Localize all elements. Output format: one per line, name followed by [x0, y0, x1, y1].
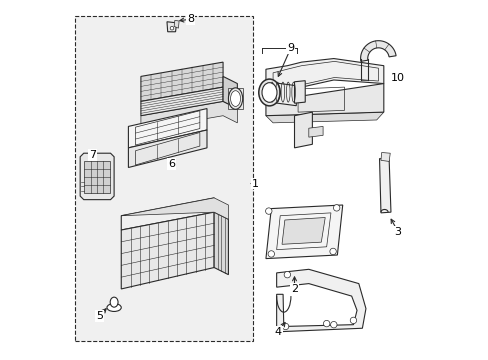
Polygon shape: [121, 198, 214, 230]
Circle shape: [267, 251, 274, 257]
Polygon shape: [308, 126, 323, 137]
Ellipse shape: [107, 303, 121, 311]
Polygon shape: [294, 81, 305, 103]
Polygon shape: [141, 62, 223, 102]
Polygon shape: [223, 76, 237, 109]
Ellipse shape: [170, 26, 173, 30]
Polygon shape: [265, 112, 383, 123]
Polygon shape: [80, 153, 114, 200]
Polygon shape: [265, 205, 342, 258]
Polygon shape: [214, 212, 228, 275]
Polygon shape: [265, 84, 383, 116]
Ellipse shape: [230, 91, 240, 107]
Polygon shape: [174, 20, 179, 28]
Circle shape: [265, 208, 271, 214]
Ellipse shape: [228, 88, 242, 109]
Text: 4: 4: [274, 327, 282, 337]
Bar: [75, 16, 253, 341]
Polygon shape: [294, 112, 312, 148]
Polygon shape: [128, 130, 206, 167]
Polygon shape: [269, 82, 296, 106]
Polygon shape: [166, 22, 176, 32]
Text: 7: 7: [89, 150, 96, 160]
Circle shape: [282, 323, 288, 330]
Ellipse shape: [110, 297, 118, 307]
Polygon shape: [141, 87, 223, 116]
Polygon shape: [282, 217, 325, 244]
Polygon shape: [276, 269, 365, 332]
Polygon shape: [141, 102, 237, 130]
Bar: [84, 161, 110, 193]
Text: 9: 9: [287, 43, 294, 53]
Ellipse shape: [258, 79, 280, 106]
Circle shape: [323, 320, 329, 327]
Circle shape: [284, 271, 290, 278]
Polygon shape: [121, 212, 214, 289]
Text: 10: 10: [390, 73, 404, 83]
Polygon shape: [380, 153, 389, 161]
Text: 3: 3: [394, 227, 401, 237]
Text: 5: 5: [96, 311, 103, 321]
Ellipse shape: [262, 83, 276, 102]
Text: 2: 2: [290, 284, 298, 294]
Polygon shape: [228, 88, 242, 109]
Polygon shape: [121, 198, 228, 219]
Text: 8: 8: [187, 14, 194, 24]
Circle shape: [349, 317, 356, 324]
Text: 6: 6: [167, 159, 174, 169]
Polygon shape: [360, 41, 395, 61]
Polygon shape: [379, 158, 390, 213]
Circle shape: [329, 248, 336, 255]
Circle shape: [333, 204, 339, 211]
Circle shape: [330, 321, 336, 328]
Text: 1: 1: [251, 179, 258, 189]
Polygon shape: [265, 59, 383, 102]
Polygon shape: [128, 109, 206, 148]
